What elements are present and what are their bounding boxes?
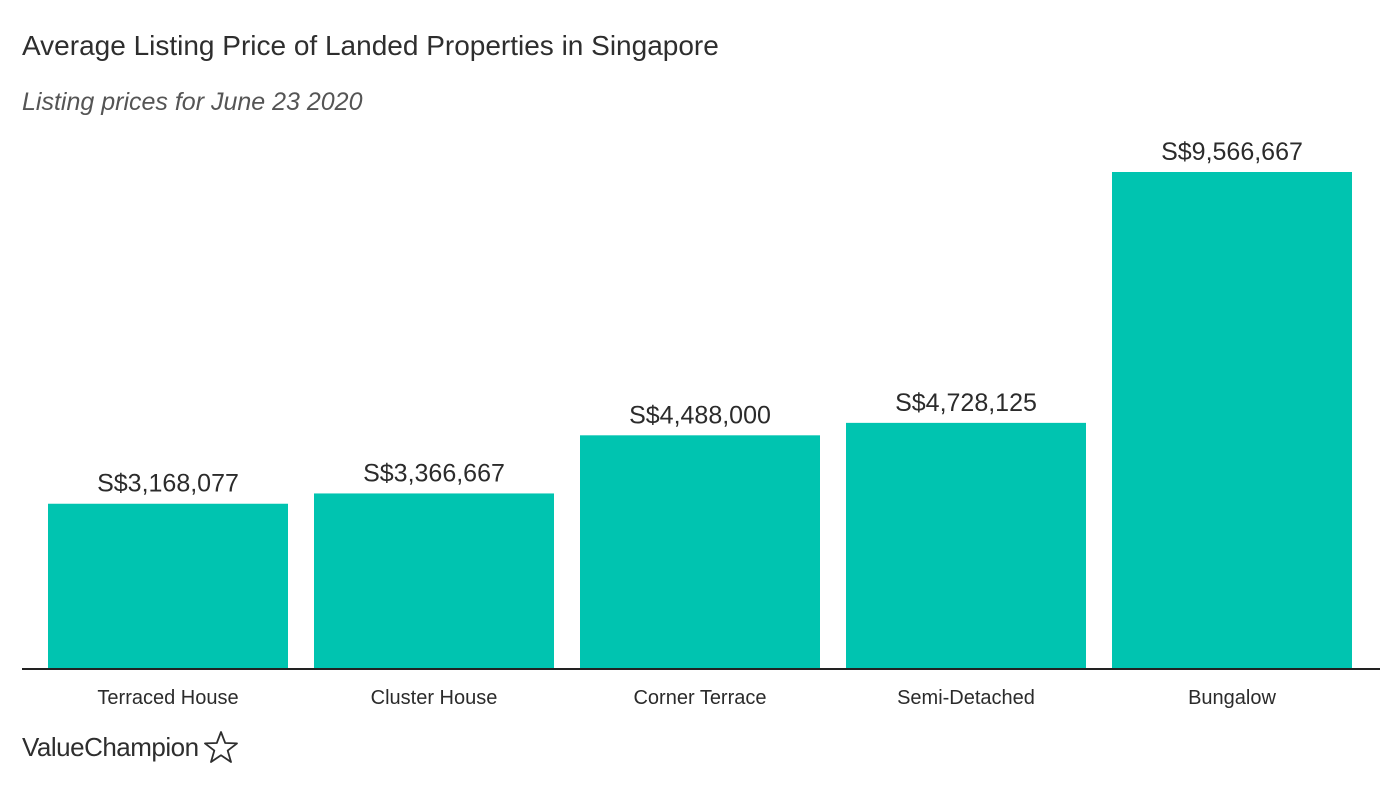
category-label: Corner Terrace [633, 687, 766, 709]
category-label: Cluster House [371, 687, 498, 709]
bar-bungalow [1112, 172, 1352, 668]
bar-semi-detached [846, 422, 1086, 668]
data-label: S$3,168,077 [97, 470, 239, 498]
category-label: Bungalow [1188, 687, 1276, 709]
star-outline-icon [203, 731, 238, 763]
bar-corner-terrace [580, 435, 820, 668]
category-label: Semi-Detached [897, 687, 1035, 709]
data-label: S$9,566,667 [1161, 138, 1303, 166]
category-labels-group: Terraced House Cluster House Corner Terrac… [97, 687, 1276, 709]
brand-logo-text: ValueChampion [22, 731, 199, 762]
chart-title: Average Listing Price of Landed Properti… [22, 30, 719, 61]
data-label: S$4,728,125 [895, 389, 1037, 417]
bar-terraced-house [48, 503, 288, 668]
bar-cluster-house [314, 493, 554, 668]
category-label: Terraced House [97, 687, 238, 709]
bars-group [48, 172, 1352, 668]
chart-subtitle: Listing prices for June 23 2020 [22, 88, 363, 116]
value-labels-group: S$3,168,077 S$3,366,667 S$4,488,000 S$4,728… [97, 138, 1303, 498]
data-label: S$4,488,000 [629, 401, 771, 429]
data-label: S$3,366,667 [363, 459, 505, 487]
brand-logo: ValueChampion [22, 730, 239, 764]
